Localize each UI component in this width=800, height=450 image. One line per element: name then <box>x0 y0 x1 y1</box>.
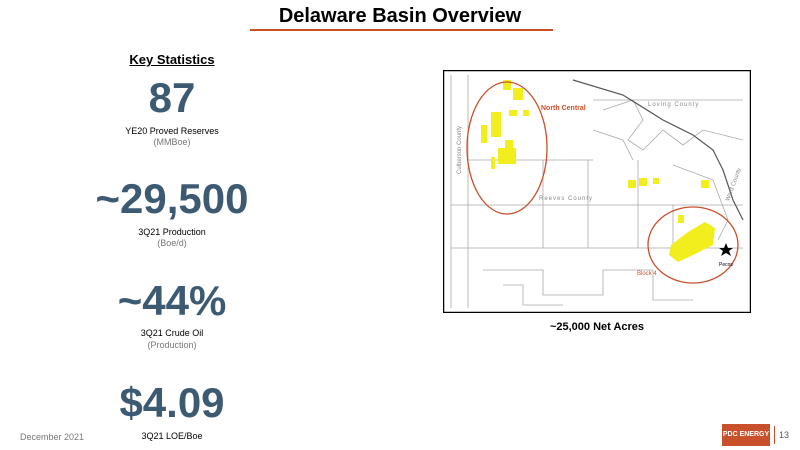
map: North Central Loving County Reeves Count… <box>443 70 751 313</box>
acreage <box>481 80 715 262</box>
map-label: Pecos <box>719 262 733 268</box>
stat-unit: (Production) <box>147 340 197 350</box>
star <box>719 243 733 256</box>
stat-value: $4.09 <box>119 379 225 426</box>
stat-value: ~29,500 <box>95 175 249 222</box>
county-lines <box>450 75 744 308</box>
slide-title: Delaware Basin Overview <box>278 5 522 27</box>
stat-value: 87 <box>148 74 196 121</box>
page-number: 13 <box>779 430 790 440</box>
map-label: Block 4 <box>637 271 657 277</box>
stat-unit: (MMBoe) <box>153 137 191 147</box>
map-label: Reeves County <box>539 196 593 202</box>
area-circle <box>466 81 548 215</box>
area-circle <box>647 206 739 284</box>
map-label: Culberson County <box>457 126 463 174</box>
stat-unit: (Boe/d) <box>157 238 187 248</box>
map-label: Loving County <box>648 102 699 108</box>
stats-heading: Key Statistics <box>129 52 215 67</box>
separator <box>774 426 775 444</box>
logo: PDC ENERGY <box>722 424 770 446</box>
stat-label: YE20 Proved Reserves <box>125 126 219 136</box>
stat-label: 3Q21 LOE/Boe <box>141 431 203 441</box>
title-rule <box>250 29 553 31</box>
stat-label: 3Q21 Crude Oil <box>140 328 204 338</box>
map-caption: ~25,000 Net Acres <box>549 321 645 333</box>
map-label: North Central <box>541 105 586 112</box>
stat-value: ~44% <box>117 277 227 324</box>
map-frame <box>443 70 751 313</box>
river <box>572 79 744 221</box>
stat-label: 3Q21 Production <box>138 227 206 237</box>
footer-date: December 2021 <box>20 432 85 442</box>
